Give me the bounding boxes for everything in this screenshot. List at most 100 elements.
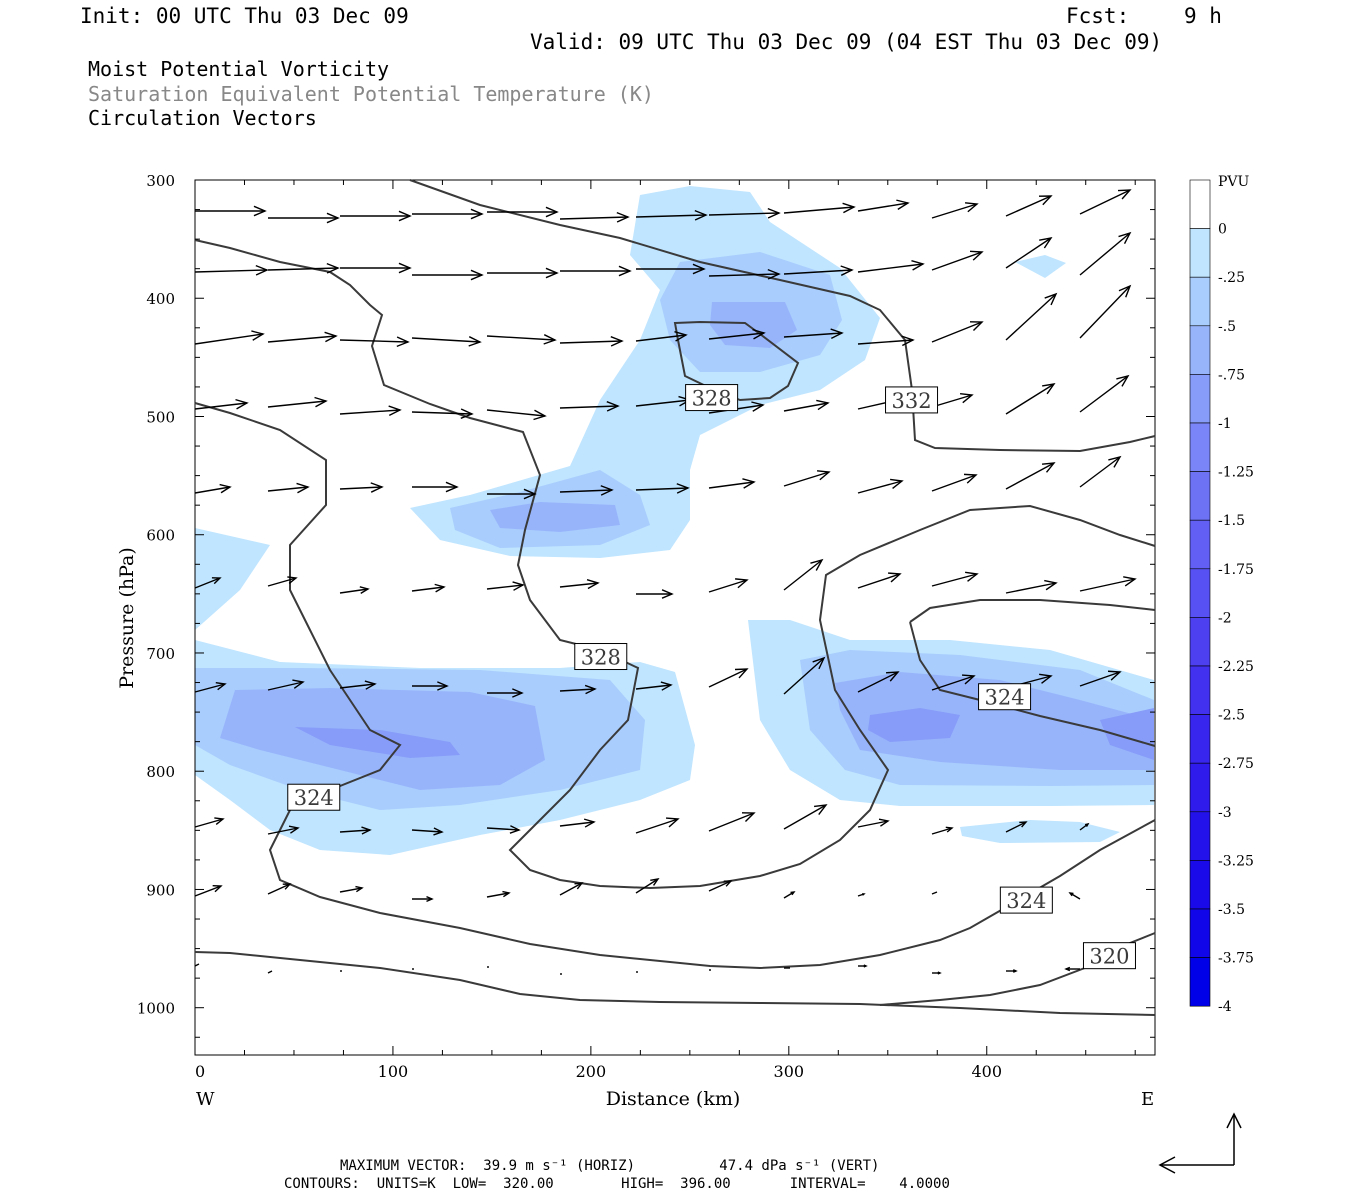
wind-vector xyxy=(635,209,708,221)
colorbar-label: -2.5 xyxy=(1218,708,1245,724)
wind-vector xyxy=(708,328,766,340)
pv-fill-areas xyxy=(195,186,1154,855)
wind-vector xyxy=(1005,821,1028,833)
pv-fill-mid-075 xyxy=(490,502,620,532)
colorbar-swatch xyxy=(1189,471,1211,521)
wind-vector xyxy=(783,328,844,340)
colorbar-label: -2.75 xyxy=(1218,756,1254,772)
contour-line xyxy=(194,951,1156,1016)
pv-fill-lower-right-075 xyxy=(835,672,1154,770)
contour-line xyxy=(409,179,1156,453)
wind-vector xyxy=(487,267,559,279)
wind-vector xyxy=(931,202,979,219)
wind-vector xyxy=(1006,969,1018,973)
east-label: E xyxy=(1141,1089,1154,1110)
wind-vector xyxy=(339,680,377,690)
colorbar-swatch xyxy=(1189,714,1211,764)
contour-label: 332 xyxy=(885,386,939,414)
y-tick-label: 700 xyxy=(146,645,175,663)
y-axis-label: Pressure (hPa) xyxy=(116,547,138,689)
wind-vector xyxy=(1079,189,1132,215)
svg-text:324: 324 xyxy=(985,686,1025,710)
wind-vector xyxy=(194,682,227,693)
wind-vector xyxy=(931,393,974,408)
contour-label: 324 xyxy=(978,683,1032,711)
wind-vector xyxy=(339,405,402,417)
wind-vector xyxy=(1079,284,1132,339)
colorbar-unit: PVU xyxy=(1218,174,1250,190)
wind-vector xyxy=(635,331,688,342)
y-tick-label: 800 xyxy=(146,763,175,781)
wind-vector xyxy=(340,210,412,222)
wind-vector xyxy=(559,401,620,412)
wind-vector xyxy=(857,199,910,212)
wind-vector xyxy=(857,260,925,273)
wind-vector xyxy=(783,470,831,487)
x-tick-label: 0 xyxy=(195,1062,205,1081)
wind-vector xyxy=(195,205,267,217)
wind-vector xyxy=(708,812,756,832)
wind-vector xyxy=(708,578,749,593)
contour-label: 328 xyxy=(574,643,628,671)
valid-time: Valid: 09 UTC Thu 03 Dec 09 (04 EST Thu … xyxy=(530,30,1163,54)
wind-vector xyxy=(411,583,446,593)
wind-vector xyxy=(635,878,660,894)
colorbar-label: -3.75 xyxy=(1218,951,1254,967)
wind-vector xyxy=(412,208,484,220)
colorbar-label: -1 xyxy=(1218,416,1232,432)
wind-vector xyxy=(931,826,954,835)
reference-vector-icon xyxy=(1158,1112,1242,1174)
colorbar-swatch xyxy=(1189,860,1211,910)
wind-vector xyxy=(486,581,525,591)
colorbar-swatch xyxy=(1189,422,1211,472)
x-tick-label: 200 xyxy=(576,1062,607,1081)
wind-vector xyxy=(857,818,890,828)
wind-vector xyxy=(559,212,630,223)
wind-vector xyxy=(931,571,979,587)
wind-vector xyxy=(857,572,902,589)
wind-vector xyxy=(783,891,796,899)
wind-vector xyxy=(340,262,412,274)
colorbar-swatch xyxy=(1189,762,1211,813)
circulation-vectors xyxy=(194,189,1137,975)
forecast-hours: 9 h xyxy=(1184,4,1222,28)
wind-vector xyxy=(1064,966,1080,972)
wind-vector xyxy=(559,684,597,695)
svg-text:328: 328 xyxy=(581,646,621,670)
colorbar-swatch xyxy=(1189,617,1211,667)
wind-vector xyxy=(783,265,854,276)
wind-vector xyxy=(1079,822,1090,831)
contour-line xyxy=(194,402,1156,970)
wind-vector xyxy=(708,207,781,219)
wind-vector xyxy=(339,885,364,893)
wind-vector xyxy=(486,409,547,421)
west-label: W xyxy=(196,1089,215,1110)
init-time: Init: 00 UTC Thu 03 Dec 09 xyxy=(80,4,409,28)
y-tick-label: 900 xyxy=(146,881,175,899)
colorbar-label: 0 xyxy=(1218,222,1227,238)
wind-vector xyxy=(267,970,273,974)
colorbar-swatch xyxy=(1189,519,1211,570)
wind-vector xyxy=(559,578,600,590)
wind-vector xyxy=(1005,195,1053,217)
wind-vector xyxy=(194,483,232,494)
colorbar-label: -3.5 xyxy=(1218,902,1245,918)
pv-fill-lower-right-small xyxy=(960,820,1120,843)
forecast-label: Fcst: xyxy=(1066,4,1130,28)
pv-fill-lower-right-1 xyxy=(868,708,1154,760)
colorbar-swatch xyxy=(1189,374,1211,424)
field-title-vectors: Circulation Vectors xyxy=(88,106,317,130)
wind-vector xyxy=(194,330,265,345)
wind-vector xyxy=(1005,383,1056,415)
wind-vector xyxy=(412,269,484,281)
contour-label: 324 xyxy=(999,886,1053,914)
contour-label: 320 xyxy=(1082,942,1136,970)
wind-vector xyxy=(858,964,868,968)
wind-vector xyxy=(635,483,690,494)
wind-vector xyxy=(194,817,225,828)
colorbar-swatch xyxy=(1189,179,1211,229)
wind-vector xyxy=(412,681,449,691)
contour-label: 328 xyxy=(685,384,739,412)
colorbar-swatch xyxy=(1189,908,1211,958)
